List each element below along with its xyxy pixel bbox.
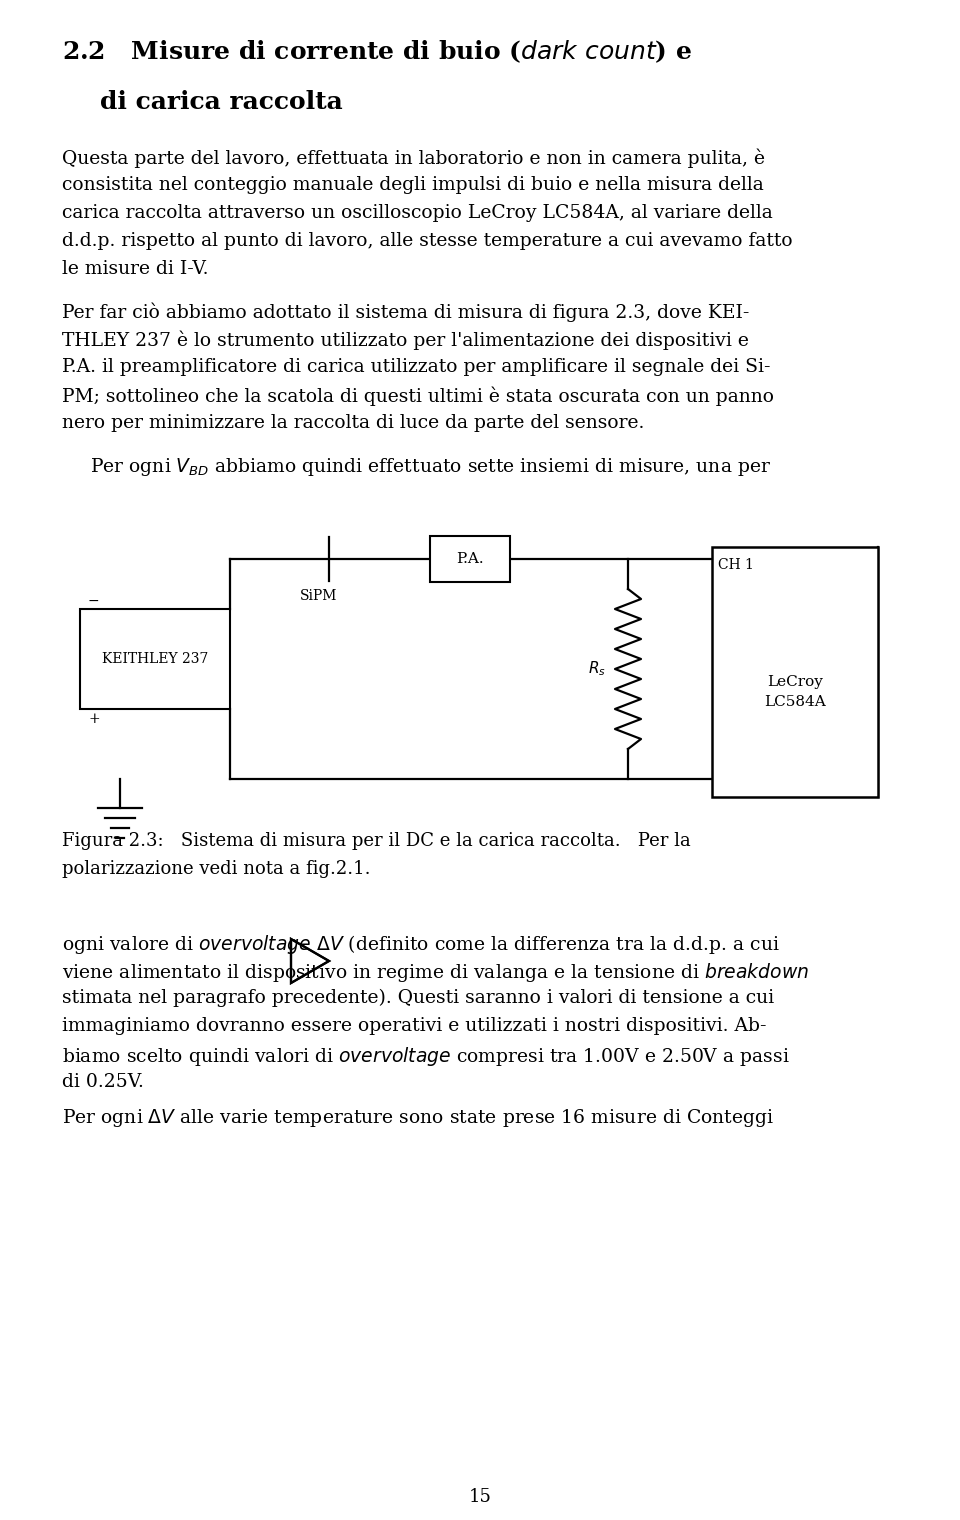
- Text: di carica raccolta: di carica raccolta: [100, 90, 343, 114]
- Text: viene alimentato il dispositivo in regime di valanga e la tensione di $\mathit{b: viene alimentato il dispositivo in regim…: [62, 961, 809, 983]
- Text: di 0.25V.: di 0.25V.: [62, 1073, 144, 1091]
- Text: Per ogni $V_{BD}$ abbiamo quindi effettuato sette insiemi di misure, una per: Per ogni $V_{BD}$ abbiamo quindi effettu…: [90, 456, 771, 477]
- Text: consistita nel conteggio manuale degli impulsi di buio e nella misura della: consistita nel conteggio manuale degli i…: [62, 176, 764, 195]
- Text: immaginiamo dovranno essere operativi e utilizzati i nostri dispositivi. Ab-: immaginiamo dovranno essere operativi e …: [62, 1017, 766, 1035]
- Text: le misure di I-V.: le misure di I-V.: [62, 260, 208, 278]
- Text: biamo scelto quindi valori di $\mathit{overvoltage}$ compresi tra 1.00V e 2.50V : biamo scelto quindi valori di $\mathit{o…: [62, 1046, 790, 1069]
- Text: KEITHLEY 237: KEITHLEY 237: [102, 652, 208, 666]
- Text: $R_s$: $R_s$: [588, 660, 606, 678]
- Text: THLEY 237 è lo strumento utilizzato per l'alimentazione dei dispositivi e: THLEY 237 è lo strumento utilizzato per …: [62, 330, 749, 350]
- Bar: [80, 610, 230, 708]
- Text: SiPM: SiPM: [300, 590, 337, 603]
- Text: CH 1: CH 1: [718, 558, 754, 572]
- Bar: [430, 537, 510, 582]
- Text: carica raccolta attraverso un oscilloscopio LeCroy LC584A, al variare della: carica raccolta attraverso un oscillosco…: [62, 204, 773, 222]
- Text: 15: 15: [468, 1488, 492, 1506]
- Text: ogni valore di $\mathit{overvoltage}$ $\Delta V$ (definito come la differenza tr: ogni valore di $\mathit{overvoltage}$ $\…: [62, 933, 780, 956]
- Text: polarizzazione vedi nota a fig.2.1.: polarizzazione vedi nota a fig.2.1.: [62, 860, 371, 879]
- Polygon shape: [291, 939, 329, 983]
- Text: 2.2   Misure di corrente di buio ($\mathit{dark\ count}$) e: 2.2 Misure di corrente di buio ($\mathit…: [62, 38, 692, 64]
- Text: P.A. il preamplificatore di carica utilizzato per amplificare il segnale dei Si-: P.A. il preamplificatore di carica utili…: [62, 359, 771, 375]
- Text: P.A.: P.A.: [456, 552, 484, 565]
- Text: +: +: [88, 711, 100, 727]
- Bar: [712, 547, 878, 796]
- Text: Figura 2.3:   Sistema di misura per il DC e la carica raccolta.   Per la: Figura 2.3: Sistema di misura per il DC …: [62, 831, 691, 850]
- Text: Per far ciò abbiamo adottato il sistema di misura di figura 2.3, dove KEI-: Per far ciò abbiamo adottato il sistema …: [62, 302, 750, 322]
- Text: stimata nel paragrafo precedente). Questi saranno i valori di tensione a cui: stimata nel paragrafo precedente). Quest…: [62, 990, 774, 1008]
- Text: Per ogni $\Delta V$ alle varie temperature sono state prese 16 misure di Contegg: Per ogni $\Delta V$ alle varie temperatu…: [62, 1107, 774, 1129]
- Text: Questa parte del lavoro, effettuata in laboratorio e non in camera pulita, è: Questa parte del lavoro, effettuata in l…: [62, 147, 765, 167]
- Text: PM; sottolineo che la scatola di questi ultimi è stata oscurata con un panno: PM; sottolineo che la scatola di questi …: [62, 386, 774, 406]
- Text: −: −: [88, 594, 100, 608]
- Text: nero per minimizzare la raccolta di luce da parte del sensore.: nero per minimizzare la raccolta di luce…: [62, 413, 644, 432]
- Text: LeCroy
LC584A: LeCroy LC584A: [764, 675, 826, 708]
- Text: d.d.p. rispetto al punto di lavoro, alle stesse temperature a cui avevamo fatto: d.d.p. rispetto al punto di lavoro, alle…: [62, 233, 793, 249]
